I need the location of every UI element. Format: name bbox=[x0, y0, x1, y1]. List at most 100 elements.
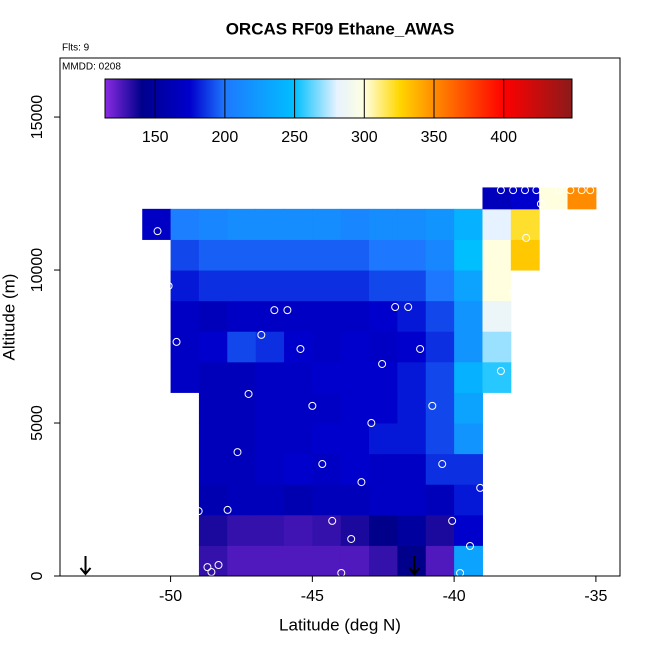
cell bbox=[397, 484, 427, 516]
colorbar-segment bbox=[141, 79, 191, 118]
cell bbox=[397, 361, 427, 393]
cell bbox=[255, 392, 285, 424]
sample-point bbox=[270, 306, 279, 315]
cell bbox=[227, 514, 257, 546]
colorbar-segment bbox=[399, 79, 435, 118]
arrow bbox=[79, 556, 92, 576]
cell bbox=[567, 187, 597, 210]
colorbar-segment bbox=[433, 79, 505, 118]
cell bbox=[170, 300, 200, 332]
cell bbox=[227, 239, 257, 271]
x-tick-label: -35 bbox=[584, 588, 607, 605]
cell bbox=[312, 270, 342, 302]
sample-point bbox=[188, 451, 197, 460]
cell bbox=[369, 270, 398, 302]
cell bbox=[369, 453, 398, 485]
cell bbox=[255, 514, 285, 546]
cell bbox=[482, 239, 512, 271]
sample-point bbox=[153, 227, 162, 236]
sample-point bbox=[566, 186, 575, 195]
cell bbox=[454, 484, 483, 516]
x-tick-label: -40 bbox=[443, 588, 466, 605]
cell bbox=[170, 361, 200, 393]
cell bbox=[284, 514, 313, 546]
cell bbox=[369, 423, 398, 455]
cell bbox=[425, 423, 455, 455]
sample-point bbox=[438, 460, 447, 469]
sample-point bbox=[466, 542, 475, 551]
sample-point bbox=[448, 516, 457, 525]
y-tick-label: 5000 bbox=[29, 405, 46, 441]
cell bbox=[369, 514, 398, 546]
sample-point bbox=[378, 359, 387, 368]
cell bbox=[284, 208, 313, 240]
colorbar-tick-label: 250 bbox=[281, 129, 308, 146]
sample-point bbox=[416, 344, 425, 353]
cell bbox=[482, 331, 512, 363]
cell bbox=[425, 514, 455, 546]
cell bbox=[482, 208, 512, 240]
sample-point bbox=[347, 534, 356, 543]
cell bbox=[340, 545, 370, 577]
cell bbox=[425, 300, 455, 332]
plot-frame bbox=[59, 57, 621, 577]
cell bbox=[425, 331, 455, 363]
cell bbox=[198, 392, 228, 424]
cell bbox=[312, 300, 342, 332]
cell bbox=[425, 484, 455, 516]
cell bbox=[255, 361, 285, 393]
cell bbox=[369, 361, 398, 393]
sample-point bbox=[486, 426, 495, 435]
cell bbox=[312, 208, 342, 240]
colorbar-segment bbox=[364, 79, 400, 118]
cell bbox=[454, 453, 483, 485]
cell bbox=[227, 392, 257, 424]
cell bbox=[425, 361, 455, 393]
cell bbox=[312, 239, 342, 271]
colorbar-segment bbox=[190, 79, 226, 118]
colorbar-tick-label: 400 bbox=[490, 129, 517, 146]
x-tick-label: -50 bbox=[159, 588, 182, 605]
cell bbox=[397, 514, 427, 546]
cell bbox=[284, 484, 313, 516]
cell bbox=[170, 239, 200, 271]
cell bbox=[284, 270, 313, 302]
cell bbox=[397, 331, 427, 363]
colorbar-tick-label: 150 bbox=[142, 129, 169, 146]
cell bbox=[340, 208, 370, 240]
cell bbox=[312, 331, 342, 363]
sample-point bbox=[522, 233, 531, 242]
y-tick-label: 15000 bbox=[29, 95, 46, 140]
cell bbox=[284, 361, 313, 393]
cell bbox=[227, 361, 257, 393]
cell bbox=[312, 514, 342, 546]
cell bbox=[255, 270, 285, 302]
sample-point bbox=[496, 186, 505, 195]
cell bbox=[227, 208, 257, 240]
sample-point bbox=[509, 288, 518, 297]
cell bbox=[312, 545, 342, 577]
sample-point bbox=[577, 186, 586, 195]
sample-point bbox=[532, 186, 541, 195]
cell bbox=[170, 331, 200, 363]
cell bbox=[482, 270, 512, 302]
y-axis-label: Altitude (m) bbox=[0, 274, 18, 361]
sample-point bbox=[164, 281, 173, 290]
colorbar-segment bbox=[224, 79, 296, 118]
sample-point bbox=[496, 367, 505, 376]
sample-point bbox=[283, 306, 292, 315]
cell bbox=[340, 453, 370, 485]
cell bbox=[284, 545, 313, 577]
sample-point bbox=[180, 394, 189, 403]
cell bbox=[198, 545, 228, 577]
cell bbox=[340, 239, 370, 271]
cell bbox=[340, 270, 370, 302]
sample-point bbox=[223, 505, 232, 514]
colorbar-segment bbox=[336, 79, 365, 118]
cell bbox=[425, 453, 455, 485]
chart-title: ORCAS RF09 Ethane_AWAS bbox=[226, 19, 455, 38]
cell bbox=[142, 208, 172, 240]
sample-point bbox=[521, 186, 530, 195]
cell bbox=[425, 239, 455, 271]
cell bbox=[255, 331, 285, 363]
